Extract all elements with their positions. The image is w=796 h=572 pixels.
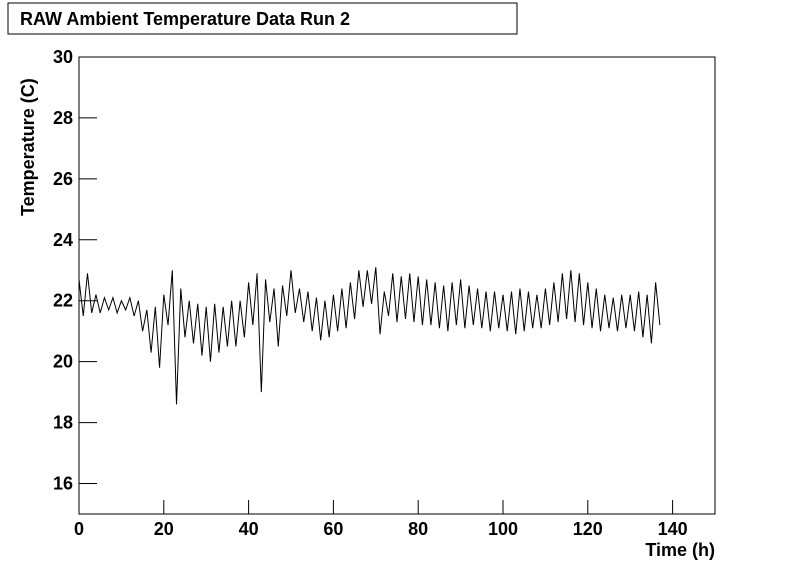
plot-frame: [78, 56, 716, 515]
x-tick-label: 0: [74, 519, 84, 539]
y-tick-label: 20: [53, 352, 73, 372]
y-tick-label: 16: [53, 474, 73, 494]
x-tick-label: 120: [573, 519, 603, 539]
x-tick-label: 140: [658, 519, 688, 539]
y-axis-label: Temperature (C): [18, 78, 38, 216]
x-tick-label: 100: [488, 519, 518, 539]
y-tick-label: 30: [53, 47, 73, 67]
title-box: [7, 2, 518, 35]
y-tick-label: 28: [53, 108, 73, 128]
y-tick-label: 24: [53, 230, 73, 250]
y-tick-label: 22: [53, 291, 73, 311]
y-tick-label: 18: [53, 413, 73, 433]
x-tick-label: 60: [323, 519, 343, 539]
x-tick-label: 40: [239, 519, 259, 539]
chart-title: RAW Ambient Temperature Data Run 2: [20, 9, 350, 29]
data-line: [78, 267, 661, 405]
x-tick-label: 80: [408, 519, 428, 539]
x-tick-label: 20: [154, 519, 174, 539]
x-axis-label: Time (h): [645, 540, 715, 560]
y-tick-label: 26: [53, 169, 73, 189]
